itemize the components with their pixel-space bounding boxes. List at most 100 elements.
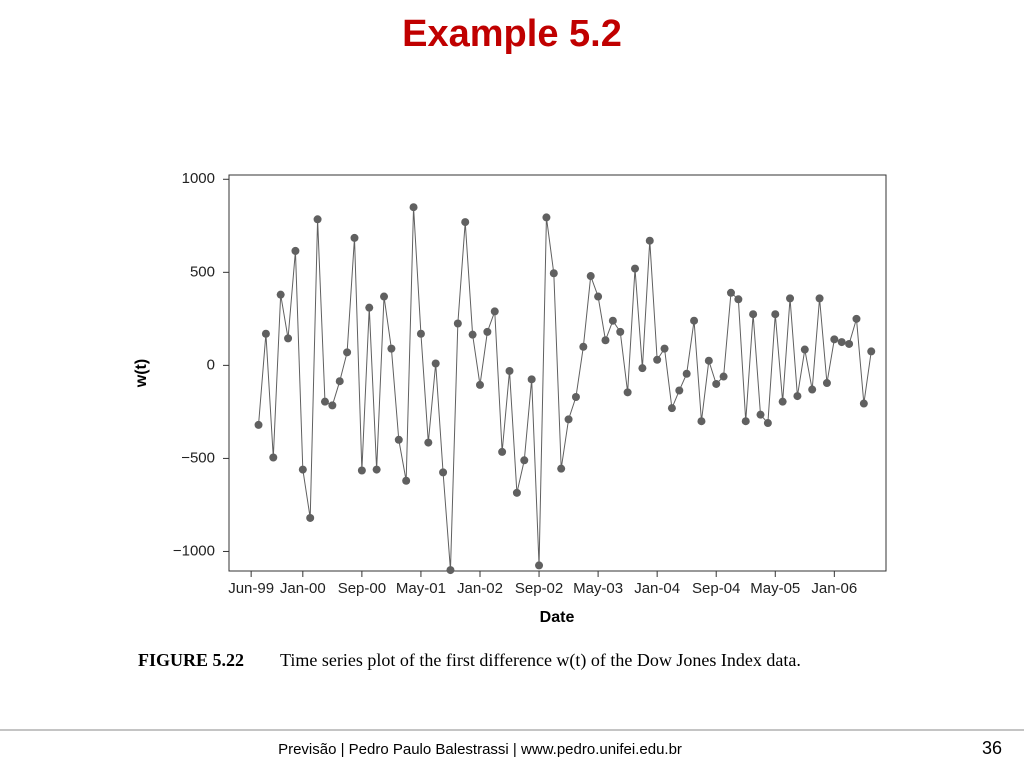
point bbox=[343, 348, 352, 357]
point bbox=[402, 476, 411, 485]
point bbox=[564, 415, 573, 424]
x-tick-label: May-03 bbox=[573, 580, 623, 597]
point bbox=[645, 236, 654, 245]
x-tick-label: Jan-00 bbox=[280, 580, 326, 597]
point bbox=[859, 399, 868, 408]
point bbox=[254, 420, 263, 429]
point bbox=[372, 465, 381, 474]
point bbox=[638, 364, 647, 373]
point bbox=[512, 488, 521, 497]
point bbox=[549, 269, 558, 278]
point bbox=[682, 369, 691, 378]
point bbox=[306, 513, 315, 522]
point bbox=[291, 246, 300, 255]
point bbox=[675, 386, 684, 395]
slide-title: Example 5.2 bbox=[402, 13, 622, 55]
point bbox=[815, 294, 824, 303]
point bbox=[852, 314, 861, 323]
x-tick-label: Sep-04 bbox=[692, 580, 740, 597]
x-tick-label: Jan-02 bbox=[457, 580, 503, 597]
point bbox=[845, 339, 854, 348]
point bbox=[712, 379, 721, 388]
point bbox=[320, 397, 329, 406]
point bbox=[697, 417, 706, 426]
series-line bbox=[258, 207, 872, 571]
point bbox=[749, 310, 758, 319]
point bbox=[446, 566, 455, 575]
y-tick-label: −500 bbox=[181, 449, 215, 466]
point bbox=[653, 355, 662, 364]
point bbox=[409, 203, 418, 212]
point bbox=[557, 464, 566, 473]
x-tick-label: May-05 bbox=[750, 580, 800, 597]
y-tick-label: 1000 bbox=[182, 170, 215, 187]
point bbox=[734, 295, 743, 304]
x-axis-label: Date bbox=[540, 609, 575, 626]
point bbox=[704, 356, 713, 365]
point bbox=[439, 468, 448, 477]
point bbox=[431, 359, 440, 368]
point bbox=[313, 215, 322, 224]
point bbox=[867, 347, 876, 356]
x-tick-label: Sep-00 bbox=[338, 580, 386, 597]
point bbox=[468, 330, 477, 339]
point bbox=[380, 292, 389, 301]
point bbox=[793, 392, 802, 401]
x-tick-label: Sep-02 bbox=[515, 580, 563, 597]
point bbox=[357, 466, 366, 475]
point bbox=[830, 335, 839, 344]
point bbox=[475, 380, 484, 389]
point bbox=[527, 375, 536, 384]
plot-frame bbox=[228, 174, 887, 572]
point bbox=[771, 310, 780, 319]
caption-label: FIGURE 5.22 bbox=[138, 650, 244, 670]
point bbox=[328, 401, 337, 410]
point bbox=[741, 417, 750, 426]
point bbox=[778, 397, 787, 406]
point bbox=[631, 264, 640, 273]
y-tick-label: 0 bbox=[207, 356, 215, 373]
point bbox=[800, 345, 809, 354]
point bbox=[535, 561, 544, 570]
x-tick-label: May-01 bbox=[396, 580, 446, 597]
point bbox=[571, 393, 580, 402]
point bbox=[424, 438, 433, 447]
x-tick-label: Jan-04 bbox=[634, 580, 680, 597]
point bbox=[690, 316, 699, 325]
point bbox=[726, 288, 735, 297]
point bbox=[350, 233, 359, 242]
point bbox=[520, 456, 529, 465]
point bbox=[616, 327, 625, 336]
x-tick-label: Jan-06 bbox=[811, 580, 857, 597]
point bbox=[505, 366, 514, 375]
point bbox=[269, 453, 278, 462]
point bbox=[261, 329, 270, 338]
point bbox=[276, 290, 285, 299]
point bbox=[416, 329, 425, 338]
point bbox=[601, 336, 610, 345]
point bbox=[453, 319, 462, 328]
point bbox=[394, 435, 403, 444]
point bbox=[490, 307, 499, 316]
point bbox=[594, 292, 603, 301]
point bbox=[763, 419, 772, 428]
point bbox=[623, 388, 632, 397]
point bbox=[461, 218, 470, 227]
point bbox=[387, 344, 396, 353]
point bbox=[837, 338, 846, 347]
point bbox=[667, 404, 676, 413]
point bbox=[719, 372, 728, 381]
point bbox=[822, 379, 831, 388]
y-axis-label: w(t) bbox=[133, 359, 150, 388]
point bbox=[586, 272, 595, 281]
point bbox=[284, 334, 293, 343]
point bbox=[756, 410, 765, 419]
point bbox=[786, 294, 795, 303]
point bbox=[660, 344, 669, 353]
y-tick-label: 500 bbox=[190, 263, 215, 280]
point bbox=[608, 316, 617, 325]
caption-text: Time series plot of the first difference… bbox=[280, 650, 801, 671]
point bbox=[365, 303, 374, 312]
footer: Previsão | Pedro Paulo Balestrassi | www… bbox=[278, 741, 682, 758]
